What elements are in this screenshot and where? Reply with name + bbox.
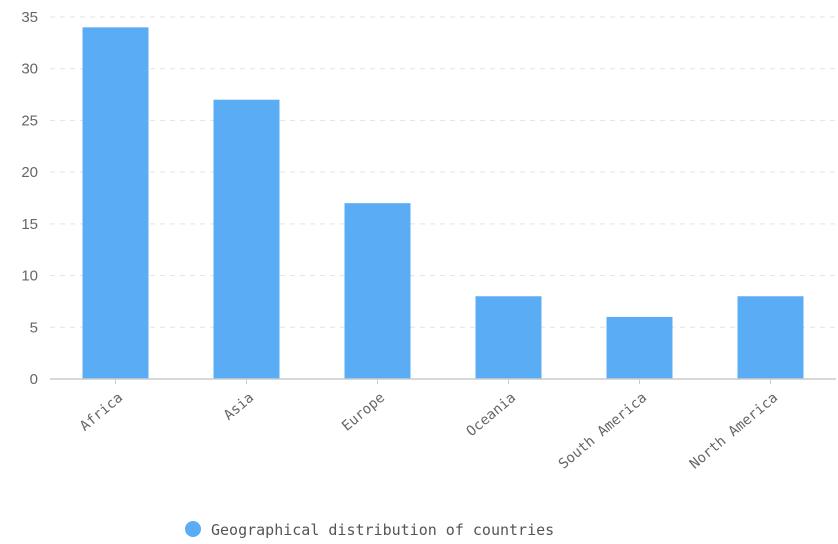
y-tick-label: 10 (21, 268, 38, 285)
legend-marker[interactable] (185, 521, 201, 537)
bar-oceania[interactable] (475, 296, 542, 379)
y-axis: 0 5 10 15 20 25 30 35 (21, 9, 38, 388)
legend-label[interactable]: Geographical distribution of countries (211, 521, 554, 539)
y-tick-label: 35 (21, 9, 38, 26)
bar-south-america[interactable] (606, 316, 673, 379)
x-tick-label: Africa (77, 390, 126, 435)
bar-europe[interactable] (344, 203, 411, 379)
y-tick-label: 15 (21, 216, 38, 233)
x-tick-label: Oceania (464, 390, 519, 440)
x-axis: Africa Asia Europe Oceania South America Nort… (50, 378, 836, 473)
y-tick-label: 25 (21, 112, 38, 129)
bars (82, 27, 804, 379)
bar-north-america[interactable] (737, 296, 804, 379)
x-tick-label: Asia (221, 390, 257, 424)
x-tick-label: South America (556, 390, 650, 473)
x-tick-label: North America (687, 390, 781, 473)
legend[interactable]: Geographical distribution of countries (185, 521, 554, 539)
y-tick-label: 30 (21, 61, 38, 78)
bar-asia[interactable] (213, 99, 280, 379)
grid-lines (50, 16, 836, 328)
bar-africa[interactable] (82, 27, 149, 379)
y-tick-label: 5 (30, 319, 38, 336)
y-tick-label: 20 (21, 164, 38, 181)
y-tick-label: 0 (30, 371, 38, 388)
x-tick-label: Europe (339, 390, 388, 435)
